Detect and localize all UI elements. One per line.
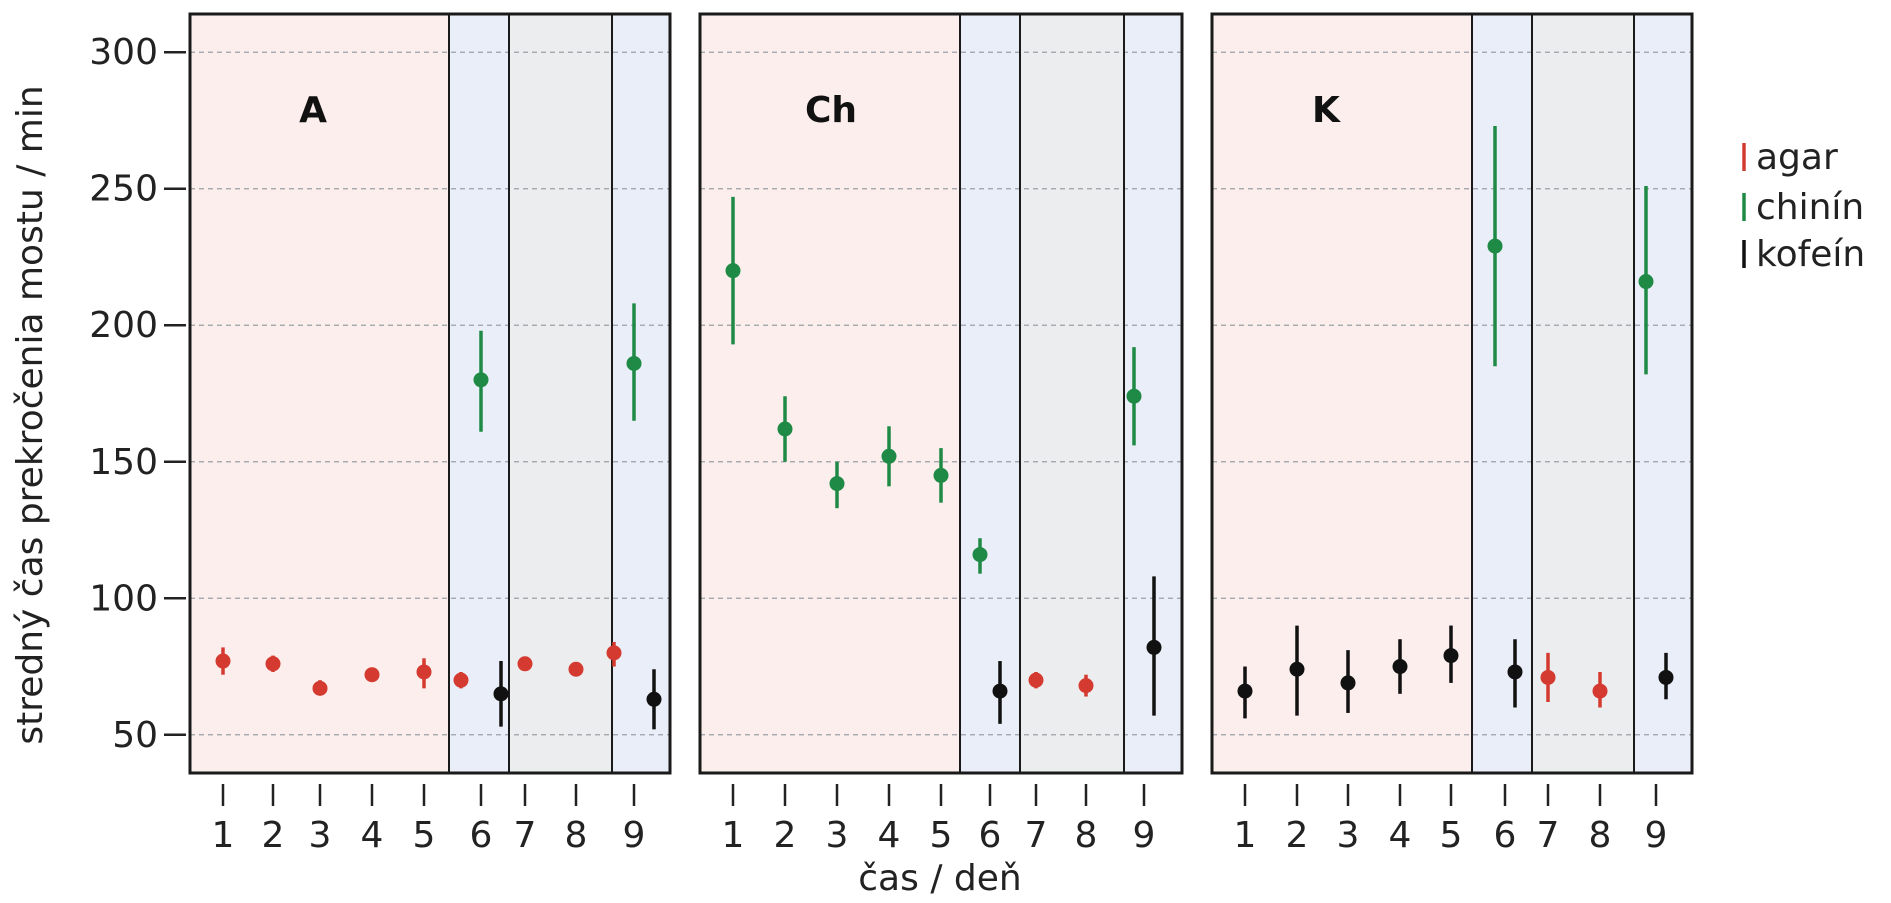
panel-3-region-3 (1532, 14, 1634, 773)
y-tick-label: 200 (89, 305, 158, 346)
x-tick-label: 7 (1025, 815, 1048, 856)
data-point-agar (1592, 683, 1608, 699)
x-axis-title: čas / deň (858, 858, 1021, 899)
y-tick-label: 100 (89, 578, 158, 619)
x-tick-label: 9 (1645, 815, 1668, 856)
data-point-chinin (881, 448, 897, 464)
x-tick-label: 2 (262, 815, 285, 856)
panel-1-region-2 (449, 14, 509, 773)
data-point-chinin (972, 547, 988, 563)
data-point-agar (453, 672, 469, 688)
y-tick-label: 150 (89, 442, 158, 483)
panel-3-region-2 (1472, 14, 1532, 773)
panel-frame (1210, 12, 1694, 775)
data-point-chinin (1638, 274, 1654, 290)
data-point-chinin (725, 263, 741, 279)
panel-frames (188, 12, 1694, 775)
data-point-agar (606, 645, 622, 661)
x-tick-label: 4 (878, 815, 901, 856)
legend-label-chinin: chinín (1756, 187, 1864, 228)
data-point-agar (1028, 672, 1044, 688)
y-tick-label: 300 (89, 32, 158, 73)
data-point-agar (1540, 669, 1556, 685)
data-point-kofein (1443, 648, 1459, 664)
data-point-kofein (1146, 639, 1162, 655)
panel-1-region-1 (190, 14, 449, 773)
x-tick-label: 6 (979, 815, 1002, 856)
data-point-chinin (626, 355, 642, 371)
data-point-agar (265, 656, 281, 672)
panel-frame (698, 12, 1184, 775)
data-point-agar (312, 680, 328, 696)
data-point-agar (517, 656, 533, 672)
x-tick-label: 4 (1389, 815, 1412, 856)
panel-label: K (1312, 90, 1341, 131)
panel-backgrounds (190, 14, 1692, 773)
x-tick-label: 4 (361, 815, 384, 856)
data-point-chinin (933, 467, 949, 483)
data-point-agar (364, 667, 380, 683)
panel-1-region-4 (612, 14, 670, 773)
data-point-chinin (1126, 388, 1142, 404)
x-tick-label: 1 (722, 815, 745, 856)
x-tick-label: 1 (212, 815, 235, 856)
x-tick-label: 5 (1440, 815, 1463, 856)
x-tick-label: 8 (565, 815, 588, 856)
data-point-kofein (1237, 683, 1253, 699)
x-tick-label: 7 (1537, 815, 1560, 856)
x-tick-label: 2 (774, 815, 797, 856)
x-tick-label: 2 (1286, 815, 1309, 856)
data-point-agar (568, 661, 584, 677)
x-tick-label: 9 (623, 815, 646, 856)
panel-1-region-3 (509, 14, 612, 773)
x-tick-label: 8 (1589, 815, 1612, 856)
data-point-kofein (1340, 675, 1356, 691)
x-tick-label: 9 (1133, 815, 1156, 856)
panel-labels: A Ch K (299, 90, 1341, 131)
legend: agar chinín kofeín (1742, 137, 1865, 275)
data-point-kofein (992, 683, 1008, 699)
x-tick-label: 6 (1494, 815, 1517, 856)
gridlines (190, 51, 1692, 736)
data-point-agar (416, 664, 432, 680)
x-tick-label: 3 (309, 815, 332, 856)
x-tick-label: 3 (826, 815, 849, 856)
x-tick-label: 7 (514, 815, 537, 856)
legend-label-agar: agar (1756, 137, 1838, 178)
panel-label: A (299, 90, 327, 131)
data-point-kofein (646, 691, 662, 707)
data-point-agar (1078, 678, 1094, 694)
panel-2-region-2 (960, 14, 1020, 773)
y-tick-label: 250 (89, 169, 158, 210)
x-tick-label: 3 (1337, 815, 1360, 856)
panel-frame (188, 12, 672, 775)
data-point-agar (215, 653, 231, 669)
panel-3-region-1 (1212, 14, 1472, 773)
legend-label-kofein: kofeín (1756, 234, 1865, 275)
panel-label: Ch (805, 90, 857, 131)
x-tick-label: 5 (413, 815, 436, 856)
x-tick-label: 5 (930, 815, 953, 856)
panel-3-region-4 (1634, 14, 1692, 773)
panel-2-region-3 (1020, 14, 1124, 773)
data-point-kofein (1392, 659, 1408, 675)
data-point-kofein (1658, 669, 1674, 685)
x-tick-label: 8 (1075, 815, 1098, 856)
y-tick-label: 50 (112, 715, 158, 756)
data-point-chinin (473, 372, 489, 388)
data-point-kofein (1289, 661, 1305, 677)
data-point-chinin (829, 476, 845, 492)
data-marks (215, 125, 1674, 730)
x-tick-label: 1 (1234, 815, 1257, 856)
data-point-kofein (493, 686, 509, 702)
y-axis-title: stredný čas prekročenia mostu / min (10, 85, 51, 744)
y-axis: 50 100 150 200 250 300 (89, 32, 186, 756)
data-point-kofein (1507, 664, 1523, 680)
panel-2-region-1 (700, 14, 960, 773)
data-point-chinin (1487, 238, 1503, 254)
data-point-chinin (777, 421, 793, 437)
x-tick-label: 6 (470, 815, 493, 856)
